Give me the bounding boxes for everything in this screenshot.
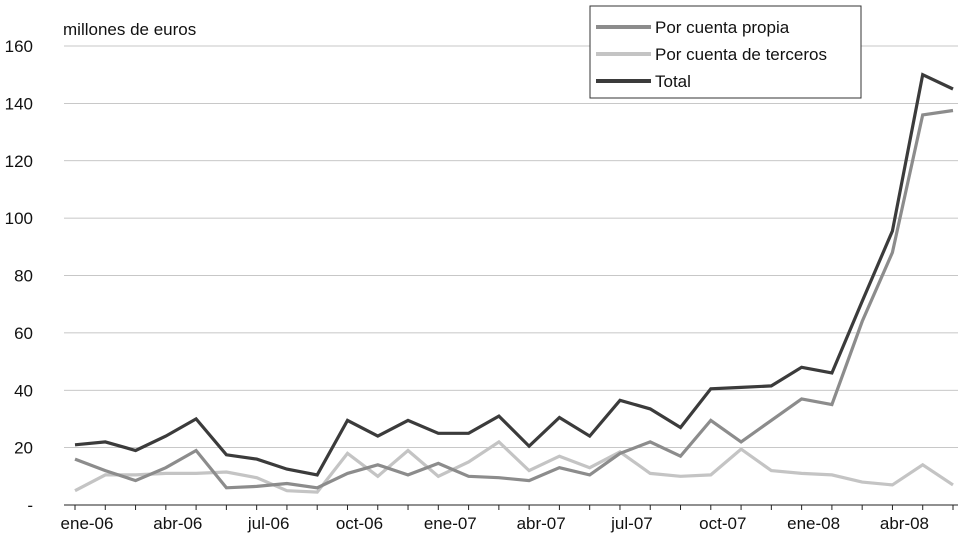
axes — [64, 504, 958, 510]
x-tick-label: oct-06 — [336, 514, 383, 533]
y-tick-label: 100 — [5, 209, 33, 228]
legend-label: Por cuenta de terceros — [655, 45, 827, 64]
series-line-1 — [74, 439, 954, 494]
x-tick-labels: ene-06 abr-06 jul-06 oct-06 ene-07 abr-07 jul-… — [61, 514, 929, 533]
x-tick-label: jul-07 — [610, 514, 653, 533]
x-tick-label: ene-06 — [61, 514, 114, 533]
x-tick-label: abr-07 — [517, 514, 566, 533]
x-tick-label: oct-07 — [699, 514, 746, 533]
y-tick-label: 40 — [14, 381, 33, 400]
legend-label: Por cuenta propia — [655, 18, 790, 37]
gridlines — [64, 45, 958, 449]
series-line-2 — [74, 72, 954, 477]
y-tick-label: - — [27, 496, 33, 515]
y-tick-label: 20 — [14, 439, 33, 458]
series-line-0 — [74, 108, 954, 490]
unit-label: millones de euros — [63, 20, 196, 39]
y-tick-label: 140 — [5, 94, 33, 113]
legend-label: Total — [655, 72, 691, 91]
y-tick-label: 60 — [14, 324, 33, 343]
x-tick-label: ene-08 — [787, 514, 840, 533]
y-tick-label: 160 — [5, 37, 33, 56]
y-tick-label: 120 — [5, 152, 33, 171]
x-tick-label: abr-06 — [153, 514, 202, 533]
x-tick-label: ene-07 — [424, 514, 477, 533]
x-tick-label: jul-06 — [247, 514, 290, 533]
x-tick-label: abr-08 — [880, 514, 929, 533]
series-lines — [74, 72, 954, 494]
y-tick-labels: - 20 40 60 80 100 120 140 160 — [5, 37, 33, 515]
legend: Por cuenta propia Por cuenta de terceros T… — [589, 5, 862, 99]
y-tick-label: 80 — [14, 267, 33, 286]
